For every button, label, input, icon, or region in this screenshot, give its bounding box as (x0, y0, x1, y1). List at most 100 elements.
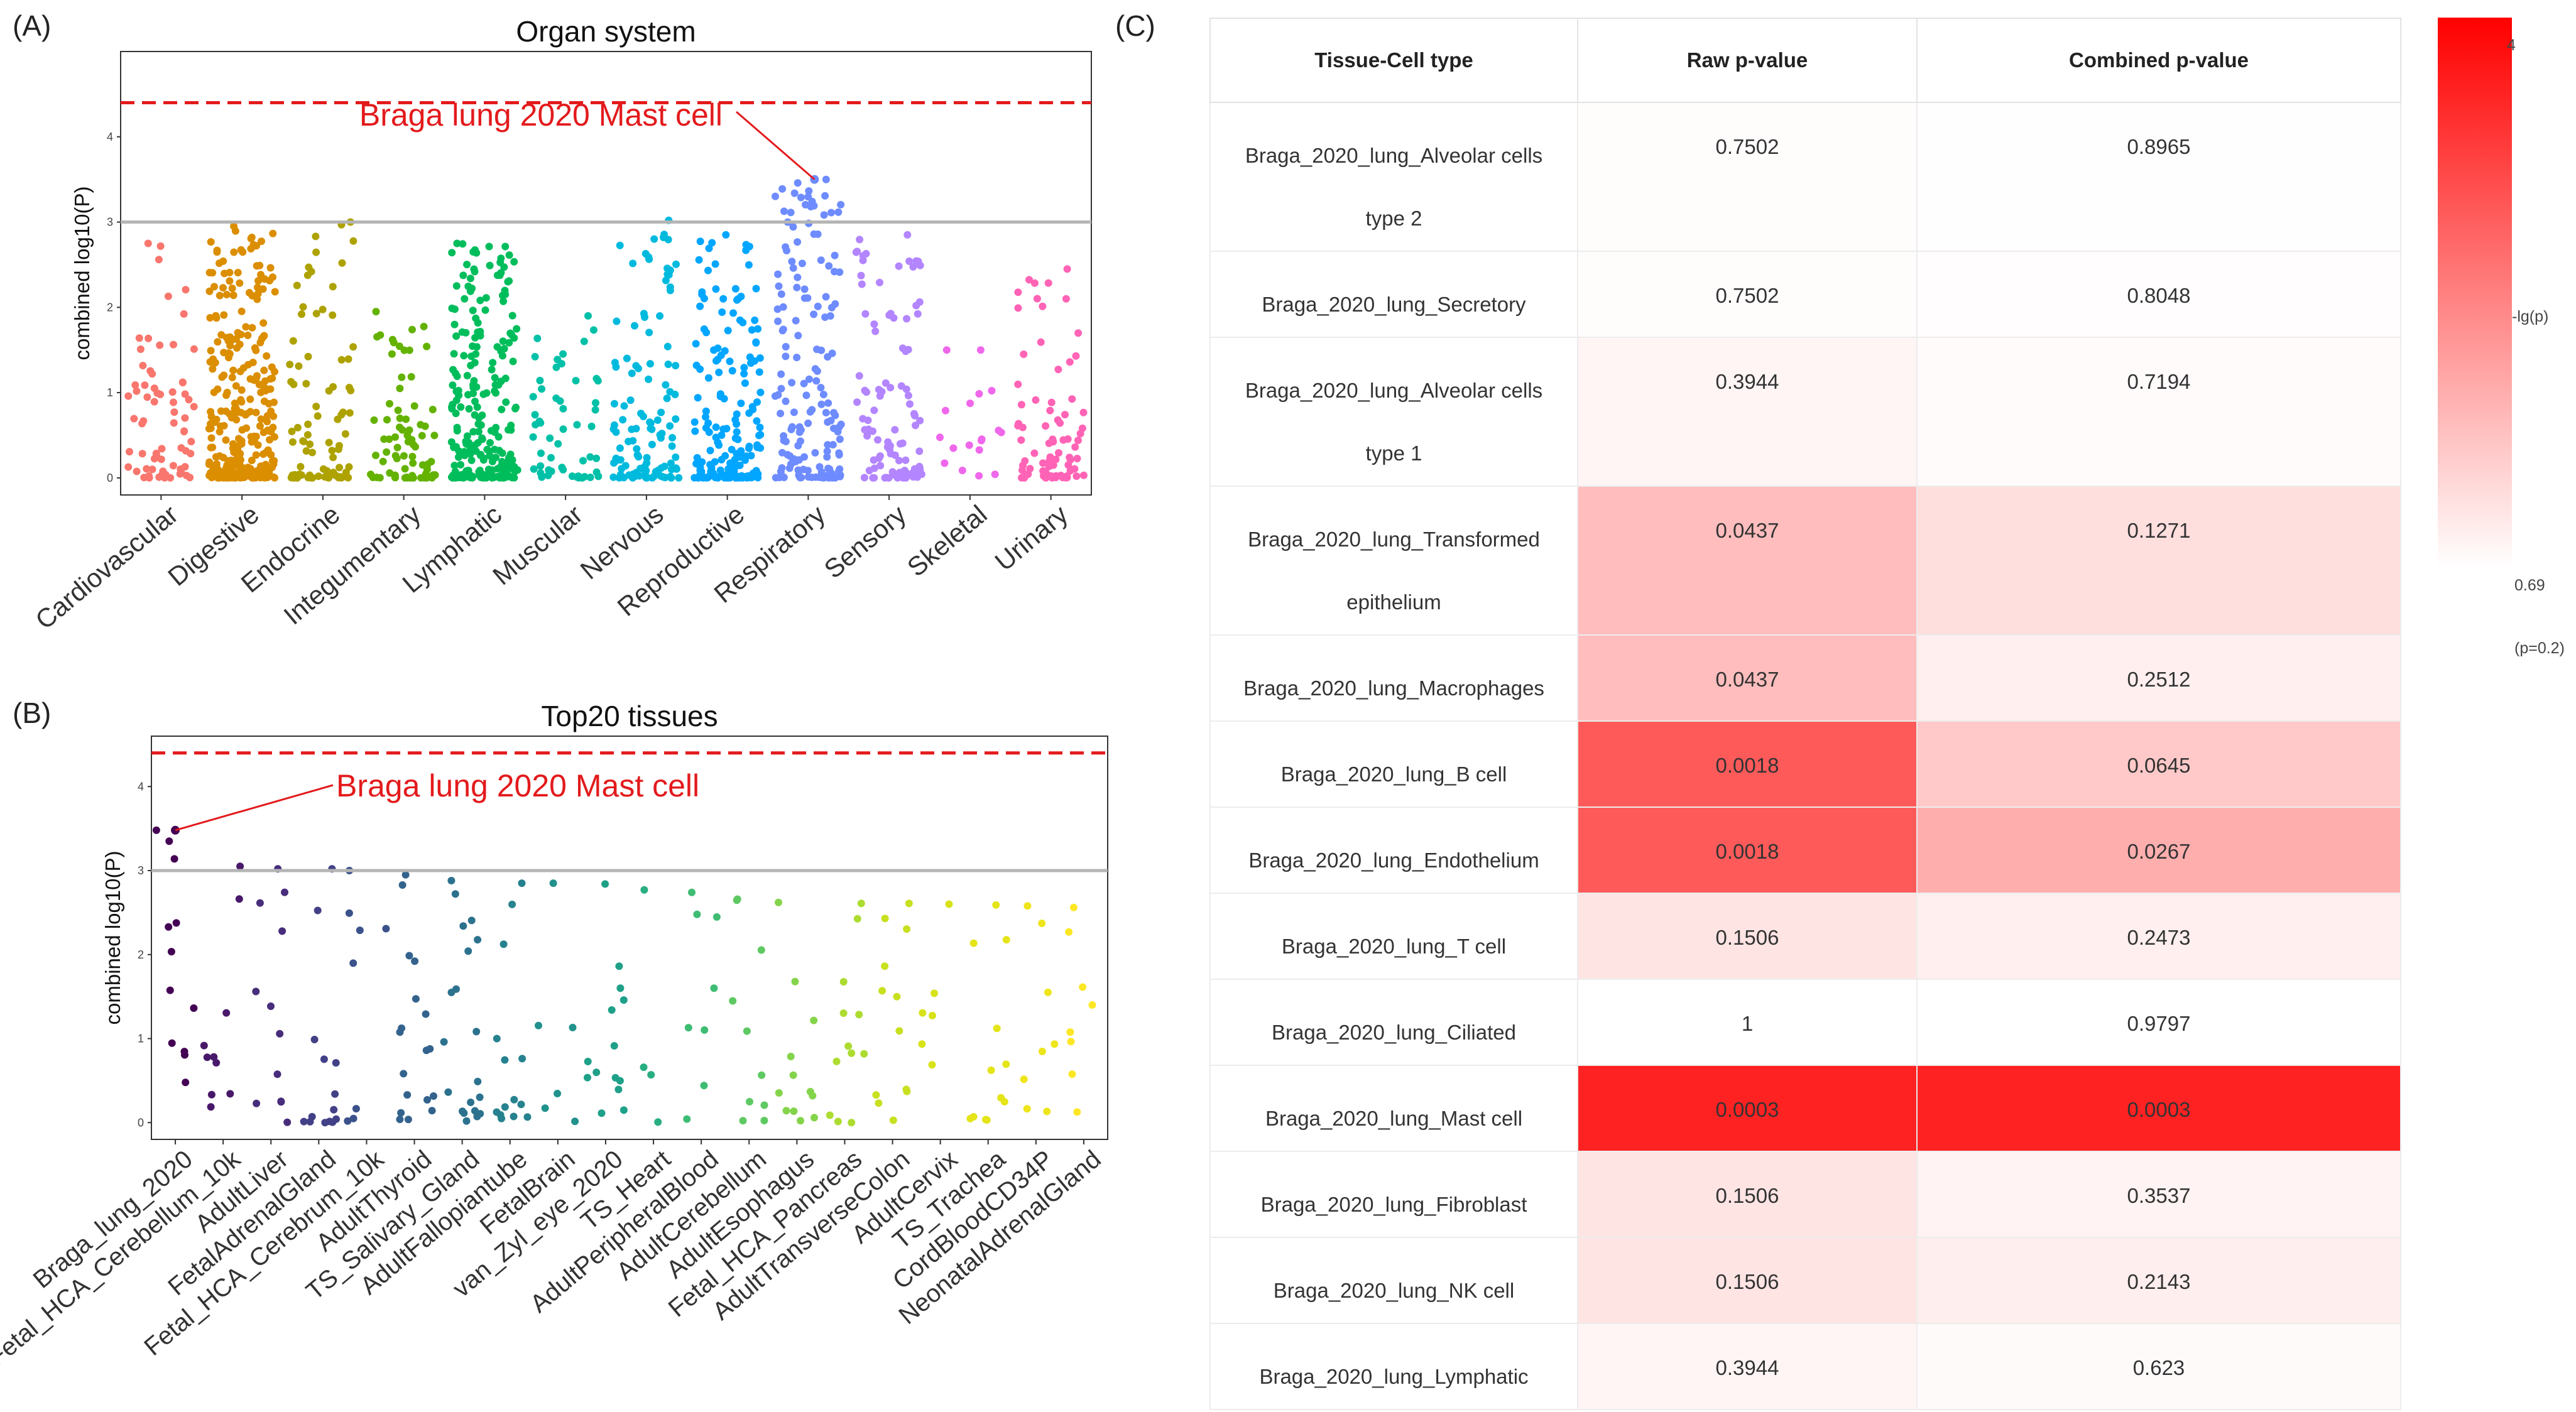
data-point (304, 420, 312, 428)
data-point (1062, 295, 1070, 303)
data-point (878, 987, 887, 995)
data-point (742, 246, 750, 254)
data-point (306, 440, 314, 448)
data-point (748, 326, 756, 334)
column-header: Combined p-value (1916, 18, 2401, 103)
data-point (729, 997, 737, 1005)
data-point (697, 467, 706, 475)
data-point (492, 453, 500, 462)
data-point (260, 397, 268, 405)
data-point (457, 403, 465, 411)
data-point (774, 270, 782, 278)
y-tick-label: 2 (138, 948, 144, 961)
data-point (788, 423, 796, 431)
data-point (552, 363, 560, 371)
data-point (462, 1117, 471, 1125)
data-point (405, 346, 413, 354)
cell-raw-p: 0.3944 (1577, 337, 1918, 487)
data-point (895, 1027, 903, 1035)
data-point (705, 244, 713, 253)
data-point (533, 334, 542, 342)
cell-combined-p: 0.0003 (1916, 1065, 2401, 1152)
data-point (733, 472, 741, 481)
data-point (702, 413, 709, 421)
data-point (557, 360, 565, 367)
data-point (902, 385, 910, 393)
data-point (812, 377, 821, 385)
data-point (778, 464, 786, 472)
data-point (219, 257, 227, 265)
legend-max-label: 4 (2507, 36, 2516, 54)
data-point (383, 448, 391, 456)
data-point (752, 470, 760, 479)
data-point (454, 453, 462, 461)
data-point (236, 367, 244, 376)
tissue-name-line: Braga_2020_lung_Transformed (1248, 528, 1540, 551)
tissue-name-line: Braga_2020_lung_NK cell (1273, 1279, 1515, 1302)
data-point (236, 279, 244, 287)
data-point (625, 437, 633, 445)
data-point (965, 441, 973, 449)
data-point (276, 1029, 284, 1038)
data-point (226, 1090, 234, 1098)
data-point (467, 916, 476, 925)
data-point (733, 450, 741, 458)
data-point (269, 229, 277, 237)
data-point (531, 352, 539, 361)
data-point (918, 1040, 926, 1048)
data-point (529, 393, 537, 401)
data-point (401, 465, 409, 473)
cell-combined-p: 0.8965 (1916, 102, 2401, 252)
data-point (263, 418, 271, 426)
data-point (810, 1114, 818, 1122)
data-point (212, 460, 221, 468)
data-point (755, 432, 763, 440)
data-point (260, 366, 268, 374)
data-point (261, 275, 269, 283)
data-point (486, 452, 494, 460)
data-point (750, 357, 758, 365)
data-point (422, 1046, 430, 1055)
data-point (407, 372, 415, 381)
data-point (777, 290, 785, 298)
data-point (150, 398, 158, 406)
data-point (468, 285, 476, 293)
cell-raw-p: 0.7502 (1577, 102, 1918, 252)
data-point (523, 1113, 532, 1121)
cell-combined-p: 0.623 (1916, 1323, 2401, 1410)
data-point (797, 193, 805, 202)
data-point (230, 248, 238, 256)
data-point (252, 408, 260, 416)
data-point (1074, 437, 1082, 445)
data-point (493, 1108, 501, 1116)
data-point (264, 446, 272, 454)
data-point (909, 263, 917, 271)
data-point (496, 472, 505, 480)
data-point (611, 359, 619, 367)
data-point (264, 426, 272, 434)
data-point (988, 387, 996, 394)
data-point (645, 329, 653, 337)
data-point (756, 388, 765, 396)
data-point (626, 396, 635, 405)
data-point (165, 923, 173, 931)
data-point (532, 421, 540, 429)
data-point (861, 426, 869, 434)
data-point (505, 251, 513, 259)
data-point (501, 1103, 509, 1111)
data-point (124, 463, 133, 471)
data-point (857, 271, 865, 280)
data-point (706, 460, 714, 469)
data-point (207, 1103, 215, 1111)
data-point (733, 410, 741, 418)
data-point (494, 433, 503, 441)
data-point (143, 393, 151, 401)
data-point (349, 343, 357, 351)
data-point (210, 283, 218, 291)
data-point (758, 1071, 766, 1079)
data-point (903, 315, 910, 323)
data-point (1088, 1001, 1096, 1009)
data-point (479, 456, 488, 464)
data-point (546, 434, 554, 442)
data-point (774, 317, 782, 325)
